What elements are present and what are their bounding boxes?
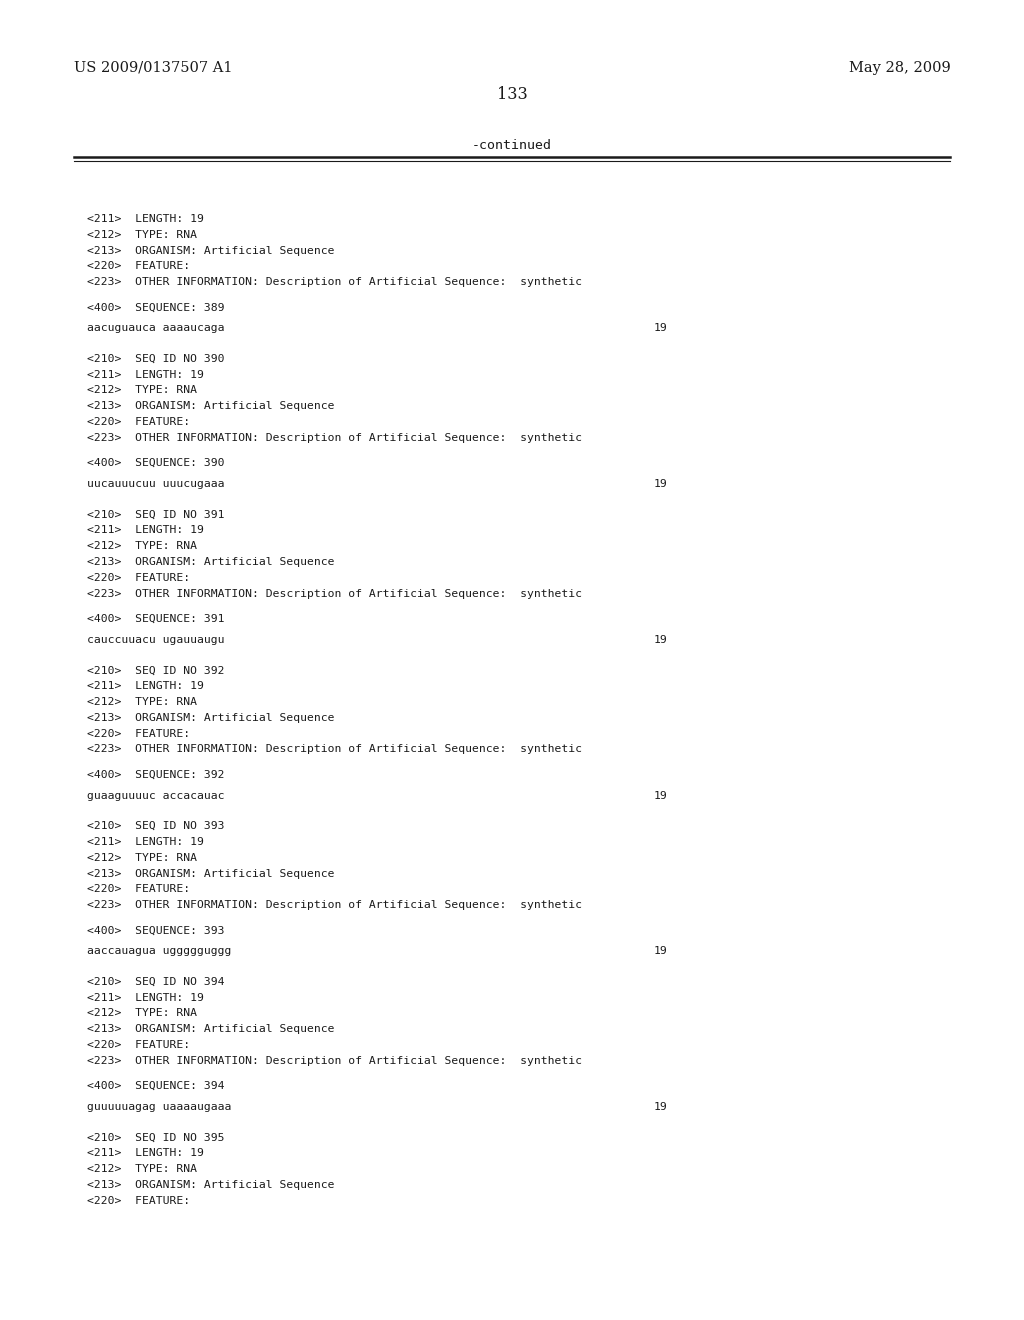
Text: <400>  SEQUENCE: 389: <400> SEQUENCE: 389 (87, 302, 224, 313)
Text: <212>  TYPE: RNA: <212> TYPE: RNA (87, 1164, 197, 1175)
Text: <210>  SEQ ID NO 393: <210> SEQ ID NO 393 (87, 821, 224, 832)
Text: <400>  SEQUENCE: 393: <400> SEQUENCE: 393 (87, 925, 224, 936)
Text: <213>  ORGANISM: Artificial Sequence: <213> ORGANISM: Artificial Sequence (87, 401, 335, 412)
Text: <211>  LENGTH: 19: <211> LENGTH: 19 (87, 525, 204, 536)
Text: <223>  OTHER INFORMATION: Description of Artificial Sequence:  synthetic: <223> OTHER INFORMATION: Description of … (87, 589, 582, 599)
Text: <223>  OTHER INFORMATION: Description of Artificial Sequence:  synthetic: <223> OTHER INFORMATION: Description of … (87, 433, 582, 444)
Text: <400>  SEQUENCE: 394: <400> SEQUENCE: 394 (87, 1081, 224, 1092)
Text: 19: 19 (653, 791, 667, 801)
Text: aaccauagua uggggguggg: aaccauagua uggggguggg (87, 946, 231, 957)
Text: <223>  OTHER INFORMATION: Description of Artificial Sequence:  synthetic: <223> OTHER INFORMATION: Description of … (87, 1056, 582, 1067)
Text: <220>  FEATURE:: <220> FEATURE: (87, 884, 190, 895)
Text: 19: 19 (653, 946, 667, 957)
Text: <223>  OTHER INFORMATION: Description of Artificial Sequence:  synthetic: <223> OTHER INFORMATION: Description of … (87, 744, 582, 755)
Text: <213>  ORGANISM: Artificial Sequence: <213> ORGANISM: Artificial Sequence (87, 557, 335, 568)
Text: <210>  SEQ ID NO 394: <210> SEQ ID NO 394 (87, 977, 224, 987)
Text: <212>  TYPE: RNA: <212> TYPE: RNA (87, 697, 197, 708)
Text: <211>  LENGTH: 19: <211> LENGTH: 19 (87, 214, 204, 224)
Text: cauccuuacu ugauuaugu: cauccuuacu ugauuaugu (87, 635, 224, 645)
Text: <211>  LENGTH: 19: <211> LENGTH: 19 (87, 993, 204, 1003)
Text: 133: 133 (497, 86, 527, 103)
Text: <211>  LENGTH: 19: <211> LENGTH: 19 (87, 681, 204, 692)
Text: <212>  TYPE: RNA: <212> TYPE: RNA (87, 853, 197, 863)
Text: <223>  OTHER INFORMATION: Description of Artificial Sequence:  synthetic: <223> OTHER INFORMATION: Description of … (87, 277, 582, 288)
Text: uucauuucuu uuucugaaa: uucauuucuu uuucugaaa (87, 479, 224, 490)
Text: guaaguuuuc accacauac: guaaguuuuc accacauac (87, 791, 224, 801)
Text: <400>  SEQUENCE: 391: <400> SEQUENCE: 391 (87, 614, 224, 624)
Text: <211>  LENGTH: 19: <211> LENGTH: 19 (87, 370, 204, 380)
Text: 19: 19 (653, 479, 667, 490)
Text: <213>  ORGANISM: Artificial Sequence: <213> ORGANISM: Artificial Sequence (87, 869, 335, 879)
Text: <212>  TYPE: RNA: <212> TYPE: RNA (87, 385, 197, 396)
Text: 19: 19 (653, 635, 667, 645)
Text: <213>  ORGANISM: Artificial Sequence: <213> ORGANISM: Artificial Sequence (87, 1180, 335, 1191)
Text: aacuguauca aaaaucaga: aacuguauca aaaaucaga (87, 323, 224, 334)
Text: <210>  SEQ ID NO 390: <210> SEQ ID NO 390 (87, 354, 224, 364)
Text: -continued: -continued (472, 139, 552, 152)
Text: <211>  LENGTH: 19: <211> LENGTH: 19 (87, 837, 204, 847)
Text: <400>  SEQUENCE: 392: <400> SEQUENCE: 392 (87, 770, 224, 780)
Text: <213>  ORGANISM: Artificial Sequence: <213> ORGANISM: Artificial Sequence (87, 713, 335, 723)
Text: US 2009/0137507 A1: US 2009/0137507 A1 (74, 61, 232, 75)
Text: <210>  SEQ ID NO 392: <210> SEQ ID NO 392 (87, 665, 224, 676)
Text: <213>  ORGANISM: Artificial Sequence: <213> ORGANISM: Artificial Sequence (87, 246, 335, 256)
Text: <223>  OTHER INFORMATION: Description of Artificial Sequence:  synthetic: <223> OTHER INFORMATION: Description of … (87, 900, 582, 911)
Text: <220>  FEATURE:: <220> FEATURE: (87, 417, 190, 428)
Text: <212>  TYPE: RNA: <212> TYPE: RNA (87, 541, 197, 552)
Text: <210>  SEQ ID NO 395: <210> SEQ ID NO 395 (87, 1133, 224, 1143)
Text: <220>  FEATURE:: <220> FEATURE: (87, 573, 190, 583)
Text: <220>  FEATURE:: <220> FEATURE: (87, 261, 190, 272)
Text: <220>  FEATURE:: <220> FEATURE: (87, 729, 190, 739)
Text: <220>  FEATURE:: <220> FEATURE: (87, 1040, 190, 1051)
Text: <400>  SEQUENCE: 390: <400> SEQUENCE: 390 (87, 458, 224, 469)
Text: <220>  FEATURE:: <220> FEATURE: (87, 1196, 190, 1206)
Text: <213>  ORGANISM: Artificial Sequence: <213> ORGANISM: Artificial Sequence (87, 1024, 335, 1035)
Text: <211>  LENGTH: 19: <211> LENGTH: 19 (87, 1148, 204, 1159)
Text: <210>  SEQ ID NO 391: <210> SEQ ID NO 391 (87, 510, 224, 520)
Text: 19: 19 (653, 1102, 667, 1113)
Text: May 28, 2009: May 28, 2009 (849, 61, 950, 75)
Text: <212>  TYPE: RNA: <212> TYPE: RNA (87, 230, 197, 240)
Text: 19: 19 (653, 323, 667, 334)
Text: guuuuuagag uaaaaugaaa: guuuuuagag uaaaaugaaa (87, 1102, 231, 1113)
Text: <212>  TYPE: RNA: <212> TYPE: RNA (87, 1008, 197, 1019)
